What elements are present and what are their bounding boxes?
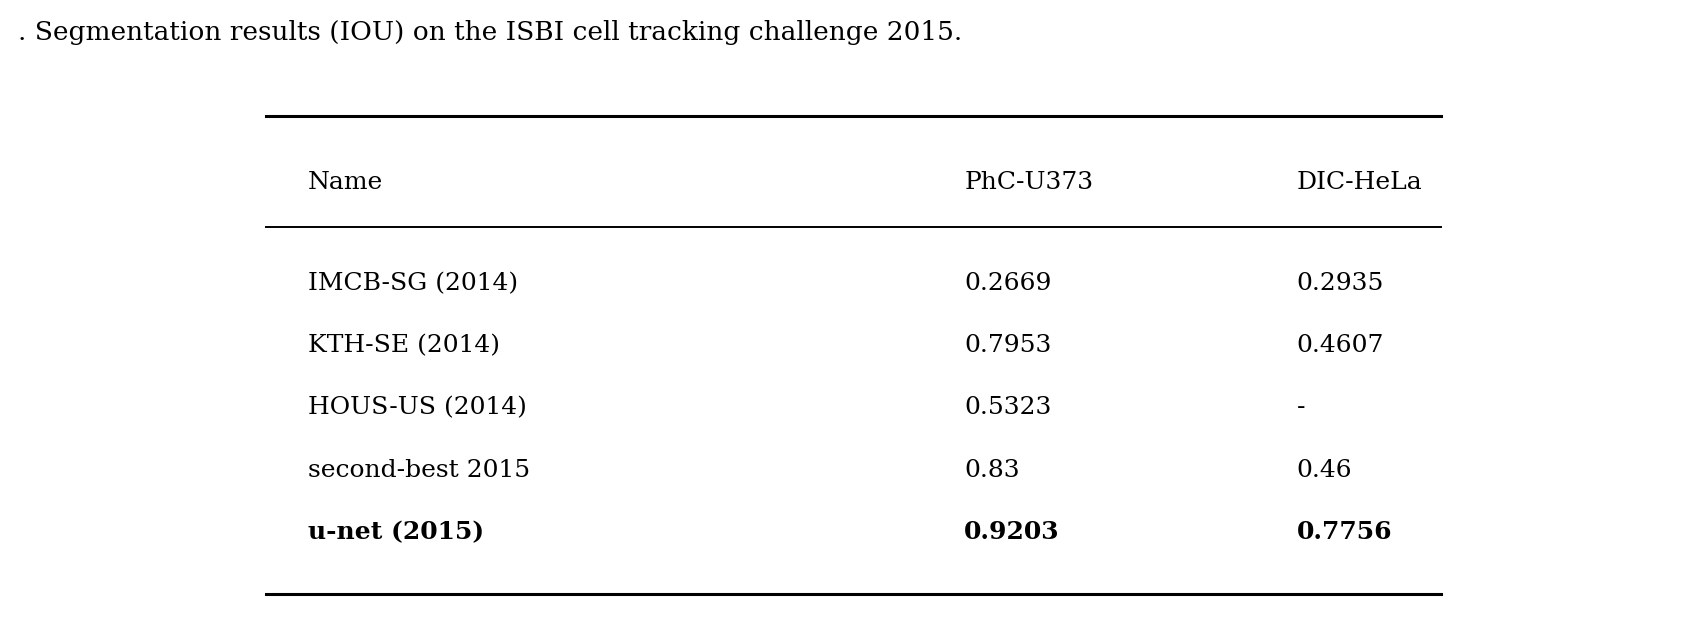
Text: 0.2669: 0.2669 [964,272,1052,295]
Text: Name: Name [309,171,384,194]
Text: 0.5323: 0.5323 [964,396,1052,419]
Text: HOUS-US (2014): HOUS-US (2014) [309,396,527,419]
Text: 0.7953: 0.7953 [964,334,1052,357]
Text: u-net (2015): u-net (2015) [309,520,485,544]
Text: second-best 2015: second-best 2015 [309,459,531,482]
Text: IMCB-SG (2014): IMCB-SG (2014) [309,272,519,295]
Text: -: - [1297,396,1306,419]
Text: 0.7756: 0.7756 [1297,520,1393,544]
Text: DIC-HeLa: DIC-HeLa [1297,171,1422,194]
Text: 0.4607: 0.4607 [1297,334,1384,357]
Text: 0.2935: 0.2935 [1297,272,1384,295]
Text: KTH-SE (2014): KTH-SE (2014) [309,334,500,357]
Text: 0.83: 0.83 [964,459,1019,482]
Text: 0.9203: 0.9203 [964,520,1060,544]
Text: . Segmentation results (IOU) on the ISBI cell tracking challenge 2015.: . Segmentation results (IOU) on the ISBI… [19,20,963,45]
Text: PhC-U373: PhC-U373 [964,171,1094,194]
Text: 0.46: 0.46 [1297,459,1352,482]
